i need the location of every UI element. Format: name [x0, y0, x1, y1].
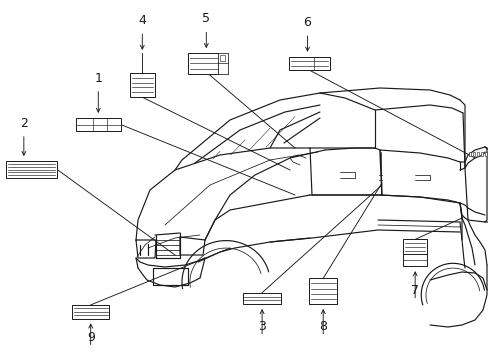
Bar [217, 53, 228, 63]
Bar [308, 278, 337, 304]
Text: 4: 4 [138, 14, 146, 27]
Text: 1: 1 [94, 72, 102, 85]
Text: 9: 9 [86, 331, 95, 344]
Text: 2: 2 [20, 117, 28, 130]
Bar [72, 305, 109, 319]
Bar [76, 118, 121, 131]
Text: 5: 5 [202, 12, 210, 25]
Bar [484, 152, 487, 156]
Bar [217, 63, 228, 74]
Bar [468, 152, 470, 156]
Bar [472, 152, 474, 156]
Text: 6: 6 [303, 16, 311, 29]
Bar [476, 152, 479, 156]
Bar [130, 73, 154, 97]
Text: 8: 8 [319, 320, 326, 333]
Text: 7: 7 [410, 284, 418, 297]
Bar [403, 239, 426, 266]
Bar [243, 293, 281, 304]
Bar [480, 152, 483, 156]
Bar [188, 53, 228, 74]
Bar [6, 161, 57, 178]
Text: 3: 3 [258, 320, 265, 333]
Bar [289, 57, 329, 70]
Bar [220, 55, 224, 61]
